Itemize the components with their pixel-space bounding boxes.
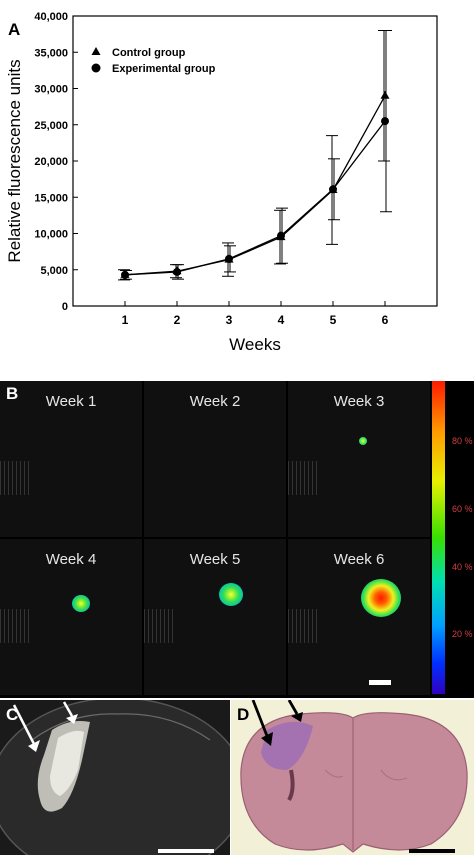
histology-graphic xyxy=(240,700,468,853)
week-label: Week 3 xyxy=(333,393,385,410)
x-tick-label: 1 xyxy=(122,313,129,327)
y-tick-label: 20,000 xyxy=(34,156,68,168)
panel-label-c: C xyxy=(6,705,19,724)
week-label: Week 2 xyxy=(189,393,241,410)
data-point-circle xyxy=(225,254,233,263)
colorbar-tick: 60 % xyxy=(452,504,473,514)
imaging-cell-week-6: Week 6 xyxy=(288,539,430,695)
colorbar-tick: 20 % xyxy=(452,629,473,639)
data-point-circle xyxy=(329,185,337,194)
brain-histology-image: D xyxy=(231,700,474,855)
fluorescence-spot xyxy=(359,437,367,445)
colorbar-tick: 80 % xyxy=(452,436,473,446)
legend-entry: Experimental group xyxy=(112,63,216,75)
data-point-circle xyxy=(381,117,389,126)
y-tick-label: 30,000 xyxy=(34,84,68,96)
y-tick-label: 40,000 xyxy=(34,11,68,23)
imaging-cell-week-5: Week 5 xyxy=(144,539,286,695)
y-tick-label: 15,000 xyxy=(34,192,68,204)
fluorescence-spot xyxy=(72,595,90,612)
y-tick-label: 25,000 xyxy=(34,120,68,132)
scale-bar-d xyxy=(409,849,455,853)
panel-label-a: A xyxy=(8,20,21,39)
y-axis-label: Relative fluorescence units xyxy=(5,59,24,262)
data-point-circle xyxy=(277,231,285,240)
ruler-marks xyxy=(0,609,30,643)
y-tick-label: 0 xyxy=(62,301,68,313)
ruler-marks xyxy=(288,609,318,643)
x-tick-label: 5 xyxy=(330,313,337,327)
imaging-cell-week-1: Week 1 xyxy=(0,381,142,537)
fluorescence-line-chart: 0 5,000 10,000 15,000 20,000 25,000 30,000 35,0… xyxy=(5,11,438,354)
scale-bar xyxy=(369,680,391,685)
panel-label-b: B xyxy=(6,384,19,403)
legend-marker-triangle xyxy=(91,47,101,55)
imaging-cell-week-3: Week 3 xyxy=(288,381,430,537)
brain-slice-graphic xyxy=(0,700,230,855)
fluorescence-spot xyxy=(219,583,243,606)
x-tick-label: 6 xyxy=(382,313,389,327)
x-tick-label: 2 xyxy=(174,313,181,327)
y-tick-label: 5,000 xyxy=(40,265,68,277)
x-axis-label: Weeks xyxy=(229,335,281,354)
series-line xyxy=(124,120,386,276)
ruler-marks xyxy=(288,461,318,495)
colorbar-tick: 40 % xyxy=(452,562,473,572)
imaging-cell-week-2: Week 2 xyxy=(144,381,286,537)
y-tick-label: 35,000 xyxy=(34,47,68,59)
scale-bar-c xyxy=(158,849,214,853)
ruler-marks xyxy=(0,461,30,495)
week-label: Week 1 xyxy=(45,393,97,410)
x-tick-label: 4 xyxy=(278,313,285,327)
imaging-cell-week-4: Week 4 xyxy=(0,539,142,695)
data-point-circle xyxy=(173,267,181,276)
fluorescence-spot xyxy=(361,579,401,617)
imaging-panel: Week 1 Week 2 Week 3 Week 4 Week 5 Week … xyxy=(0,381,474,698)
arrow-line xyxy=(12,704,36,745)
y-tick-label: 10,000 xyxy=(34,229,68,241)
ruler-marks xyxy=(144,609,174,643)
data-point-circle xyxy=(121,270,129,279)
legend-entry: Control group xyxy=(112,47,186,59)
week-label: Week 4 xyxy=(45,551,97,568)
colorbar xyxy=(432,381,445,694)
legend-marker-circle xyxy=(91,63,101,73)
week-label: Week 5 xyxy=(189,551,241,568)
data-point-triangle xyxy=(380,90,390,99)
x-tick-label: 3 xyxy=(226,313,233,327)
week-label: Week 6 xyxy=(333,551,385,568)
panel-label-d: D xyxy=(237,705,250,724)
brain-fluorescence-image: C xyxy=(0,700,230,855)
